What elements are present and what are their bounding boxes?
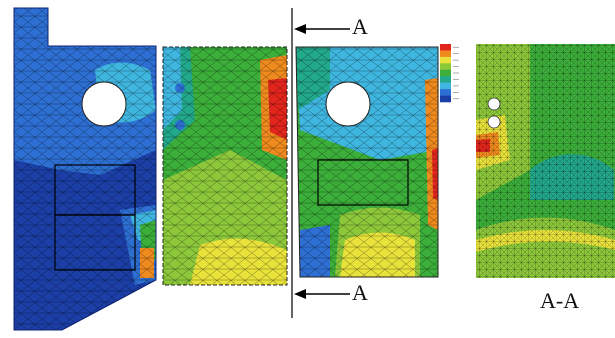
section-label-bottom: A [352, 280, 368, 305]
inner-block-outline [54, 214, 136, 271]
legend-swatch [440, 50, 451, 58]
front-view-panel [162, 46, 288, 286]
mesh-overlay [476, 44, 615, 278]
section-line [291, 8, 350, 318]
mesh-overlay [163, 47, 287, 285]
section-hole [487, 97, 501, 111]
legend-swatch [440, 76, 451, 83]
mesh-overlay [296, 47, 438, 277]
section-arrowhead-bottom [294, 289, 306, 299]
bolt-hole [81, 81, 127, 127]
section-hole [487, 115, 501, 129]
legend-swatch [440, 56, 451, 64]
section-view-panel [476, 44, 615, 278]
inner-block-outline [317, 159, 409, 206]
section-view-label: A-A [540, 288, 580, 313]
bolt-hole [325, 81, 371, 127]
rear-view-panel [295, 46, 439, 278]
rear-view-outline [295, 46, 439, 278]
color-legend [440, 44, 459, 103]
legend-swatch [440, 44, 451, 51]
legend-swatch [440, 89, 451, 96]
legend-swatch [440, 82, 451, 90]
legend-swatch [440, 63, 451, 71]
mesh-overlay [14, 8, 156, 330]
front-view-outline [162, 46, 288, 286]
legend-swatch [440, 95, 451, 103]
section-label-top: A [352, 14, 368, 39]
legend-swatch [440, 69, 451, 77]
side-view-panel [13, 7, 157, 331]
section-arrowhead-top [294, 24, 306, 34]
side-view-outline [13, 7, 157, 331]
